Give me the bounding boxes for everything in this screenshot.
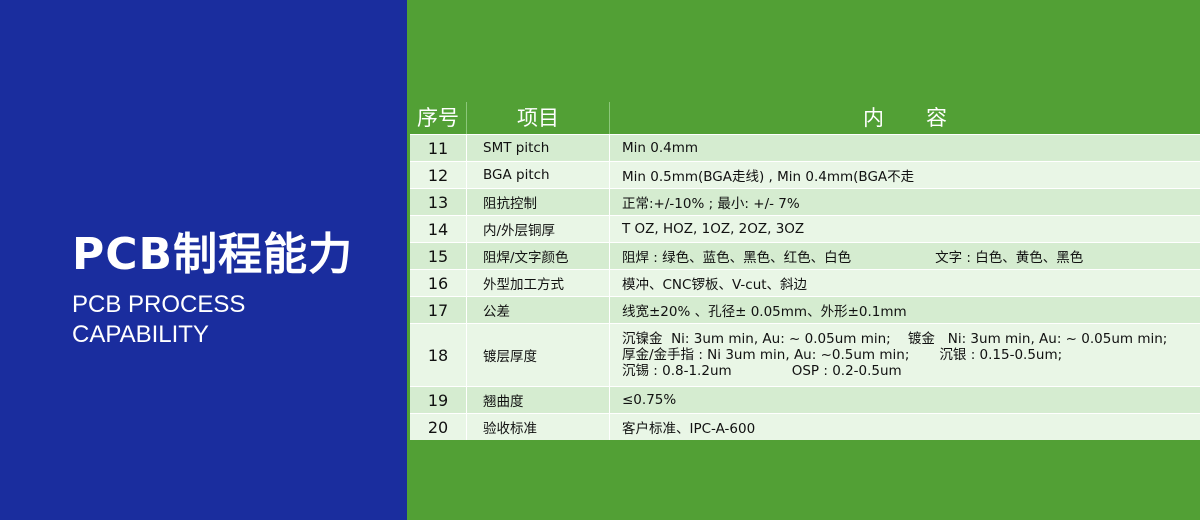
content-text: 正常:+/-10% ; 最小: +/- 7% [622,196,800,212]
content-text: T OZ, HOZ, 1OZ, 2OZ, 3OZ [622,221,805,237]
title-chinese: PCB制程能力 [72,229,354,280]
content-line: 沉镍金 Ni: 3um min, Au: ~ 0.05um min; 镀金 Ni… [622,331,1168,347]
row-content: 线宽±20% 、孔径± 0.05mm、外形±0.1mm [610,297,1200,323]
row-number: 12 [427,165,449,185]
row-number: 13 [427,192,449,212]
title-english-line-1: PCB PROCESS [72,291,246,318]
row-item: 验收标准 [466,414,610,440]
row-number: 20 [427,417,449,437]
table-row: 12 BGA pitch Min 0.5mm(BGA走线) , Min 0.4mm(… [410,161,1200,188]
table-row: 14 内/外层铜厚 T OZ, HOZ, 1OZ, 2OZ, 3OZ [410,215,1200,242]
content-text: 模冲、CNC锣板、V-cut、斜边 [622,277,808,293]
table-row: 13 阻抗控制 正常:+/-10% ; 最小: +/- 7% [410,188,1200,215]
row-number: 14 [427,219,449,239]
row-item: 翘曲度 [466,387,610,413]
content-text: Min 0.4mm [622,140,699,156]
table-row: 15 阻焊/文字颜色 阻焊 : 绿色、蓝色、黑色、红色、白色 文字 : 白色、黄色、黑… [410,242,1200,269]
row-item: 镀层厚度 [466,324,610,386]
row-content: 阻焊 : 绿色、蓝色、黑色、红色、白色 文字 : 白色、黄色、黑色 [610,243,1200,269]
content-text: ≤0.75% [622,392,677,408]
row-content: 模冲、CNC锣板、V-cut、斜边 [610,270,1200,296]
row-number: 16 [427,273,449,293]
content-line: 厚金/金手指 : Ni 3um min, Au: ~0.5um min; 沉银 … [622,347,1063,363]
capability-table: 序号 项目 内 容 11 SMT pitch Min 0.4mm 12 BGA pitc… [410,102,1200,440]
title-english-line-2: CAPABILITY [72,321,209,348]
table-row: 18 镀层厚度 沉镍金 Ni: 3um min, Au: ~ 0.05um min;… [410,323,1200,386]
content-line: 沉锡 : 0.8-1.2um OSP : 0.2-0.5um [622,363,902,379]
content-text: 阻焊 : 绿色、蓝色、黑色、红色、白色 [622,250,852,266]
row-number: 15 [427,246,449,266]
content-text: 客户标准、IPC-A-600 [622,421,756,437]
table-header: 序号 项目 内 容 [410,102,1200,134]
row-content: 客户标准、IPC-A-600 [610,414,1200,440]
table-row: 11 SMT pitch Min 0.4mm [410,134,1200,161]
header-number: 序号 [417,106,459,130]
left-panel: PCB制程能力 PCB PROCESS CAPABILITY [0,0,407,520]
row-item: SMT pitch [466,135,610,161]
table-row: 16 外型加工方式 模冲、CNC锣板、V-cut、斜边 [410,269,1200,296]
row-content: 正常:+/-10% ; 最小: +/- 7% [610,189,1200,215]
row-content: Min 0.4mm [610,135,1200,161]
table-row: 20 验收标准 客户标准、IPC-A-600 [410,413,1200,440]
title-english: PCB PROCESS CAPABILITY [72,290,245,350]
header-content: 内 容 [863,106,947,130]
row-item: 外型加工方式 [466,270,610,296]
content-text: 线宽±20% 、孔径± 0.05mm、外形±0.1mm [622,304,907,320]
table-row: 19 翘曲度 ≤0.75% [410,386,1200,413]
row-item: 公差 [466,297,610,323]
row-item: 内/外层铜厚 [466,216,610,242]
row-item: 阻焊/文字颜色 [466,243,610,269]
header-item: 项目 [466,102,610,134]
row-item: 阻抗控制 [466,189,610,215]
row-content: 沉镍金 Ni: 3um min, Au: ~ 0.05um min; 镀金 Ni… [610,324,1200,386]
row-content: T OZ, HOZ, 1OZ, 2OZ, 3OZ [610,216,1200,242]
table-row: 17 公差 线宽±20% 、孔径± 0.05mm、外形±0.1mm [410,296,1200,323]
row-content: ≤0.75% [610,387,1200,413]
content-text: Min 0.5mm(BGA走线) , Min 0.4mm(BGA不走 [622,169,915,185]
row-item: BGA pitch [466,162,610,188]
row-number: 11 [427,138,449,158]
row-number: 19 [427,390,449,410]
row-number: 18 [427,345,449,365]
row-number: 17 [427,300,449,320]
content-text-secondary: 文字 : 白色、黄色、黑色 [935,250,1084,266]
row-content: Min 0.5mm(BGA走线) , Min 0.4mm(BGA不走 [610,162,1200,188]
